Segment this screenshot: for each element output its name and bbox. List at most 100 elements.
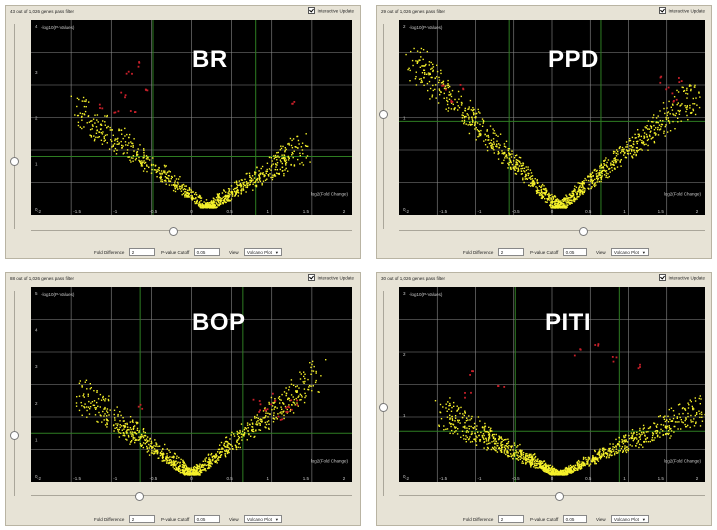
gene-point [281,162,283,165]
gene-point [180,458,182,461]
gene-point [639,434,642,436]
pvalue-cutoff-input[interactable]: 0.05 [193,515,220,523]
gene-point [520,163,522,165]
gene-point [256,414,258,416]
fold-change-slider-handle[interactable] [555,492,564,501]
gene-point [545,469,547,472]
gene-point [515,161,517,163]
pvalue-cutoff-input[interactable]: 0.05 [193,248,220,256]
checkbox-icon[interactable] [308,274,316,281]
gene-point [234,190,236,192]
dropdown-arrow-icon[interactable]: ▼ [641,517,646,522]
fold-difference-input[interactable]: 2 [128,248,155,256]
gene-point [488,142,491,145]
gene-point [499,144,501,146]
gene-point [132,155,135,157]
gene-point [216,206,218,208]
gene-point [596,453,598,455]
gene-point [100,139,103,141]
gene-point [520,173,523,175]
view-select[interactable]: Volcano Plot ▼ [610,248,649,256]
gene-point [162,454,164,457]
view-select[interactable]: Volcano Plot ▼ [610,515,649,523]
gene-point [120,425,123,427]
interactive-update-checkbox[interactable]: Interactive Update [308,7,354,15]
gene-point [203,469,205,471]
gene-point [179,465,181,467]
fold-difference-input[interactable]: 2 [497,248,524,256]
gene-point [516,454,518,456]
pvalue-slider-handle[interactable] [379,110,388,119]
pvalue-slider[interactable] [10,291,19,496]
gene-point [510,445,512,447]
gene-point [105,418,108,420]
gene-point [123,152,125,154]
fold-change-slider-handle[interactable] [579,227,588,236]
gene-point [649,135,651,138]
pvalue-cutoff-input[interactable]: 0.05 [562,515,587,523]
gene-point [618,147,621,149]
gene-point [100,123,102,125]
interactive-update-checkbox[interactable]: Interactive Update [659,7,705,15]
gene-point [699,96,701,98]
gene-point [471,433,473,435]
fold-change-slider-handle[interactable] [135,492,144,501]
interactive-update-checkbox[interactable]: Interactive Update [308,274,354,282]
pvalue-slider[interactable] [379,24,388,229]
gene-point [89,383,91,385]
gene-point [298,143,300,145]
pvalue-slider-handle[interactable] [379,403,388,412]
pvalue-slider-handle[interactable] [10,157,19,166]
gene-point [83,105,86,108]
dropdown-arrow-icon[interactable]: ▼ [274,250,279,255]
pvalue-slider[interactable] [379,291,388,496]
fold-change-slider-handle[interactable] [169,227,178,236]
checkbox-icon[interactable] [308,7,316,14]
gene-point [79,380,81,382]
gene-point [250,180,253,182]
gene-point [218,197,220,199]
gene-point [208,202,211,204]
gene-point [653,124,655,127]
gene-point [166,458,168,460]
gene-point [599,171,601,174]
gene-point [527,166,529,168]
interactive-update-checkbox[interactable]: Interactive Update [659,274,705,282]
fold-difference-input[interactable]: 2 [128,515,155,523]
fold-change-slider[interactable] [399,492,705,501]
gene-point [544,192,547,194]
gene-point [267,427,270,429]
fold-difference-input[interactable]: 2 [497,515,524,523]
gene-point [527,172,529,175]
fold-change-slider[interactable] [399,227,705,236]
fold-change-slider[interactable] [31,492,352,501]
gene-point [547,469,550,471]
gene-point [155,445,157,447]
gene-point [223,442,226,445]
gene-point [538,462,540,465]
view-select[interactable]: Volcano Plot ▼ [243,248,282,256]
gene-point [273,418,276,420]
gene-point [166,459,169,462]
dropdown-arrow-icon[interactable]: ▼ [641,250,646,255]
checkbox-icon[interactable] [659,7,667,14]
view-select[interactable]: Volcano Plot ▼ [243,515,282,523]
gene-point [166,455,168,457]
gene-point [563,197,565,200]
gene-point [92,404,94,406]
gene-point [106,419,108,422]
checkbox-icon[interactable] [659,274,667,281]
gene-point [482,426,484,428]
gene-point [273,412,275,414]
pvalue-slider-handle[interactable] [10,431,19,440]
gene-point [647,120,650,122]
gene-point [558,474,560,476]
dropdown-arrow-icon[interactable]: ▼ [274,517,279,522]
gene-point [679,109,681,112]
gene-point [255,180,257,182]
fold-change-slider[interactable] [31,227,352,236]
gene-point [142,428,145,430]
pvalue-cutoff-input[interactable]: 0.05 [562,248,587,256]
gene-point [676,103,678,106]
pvalue-slider[interactable] [10,24,19,229]
